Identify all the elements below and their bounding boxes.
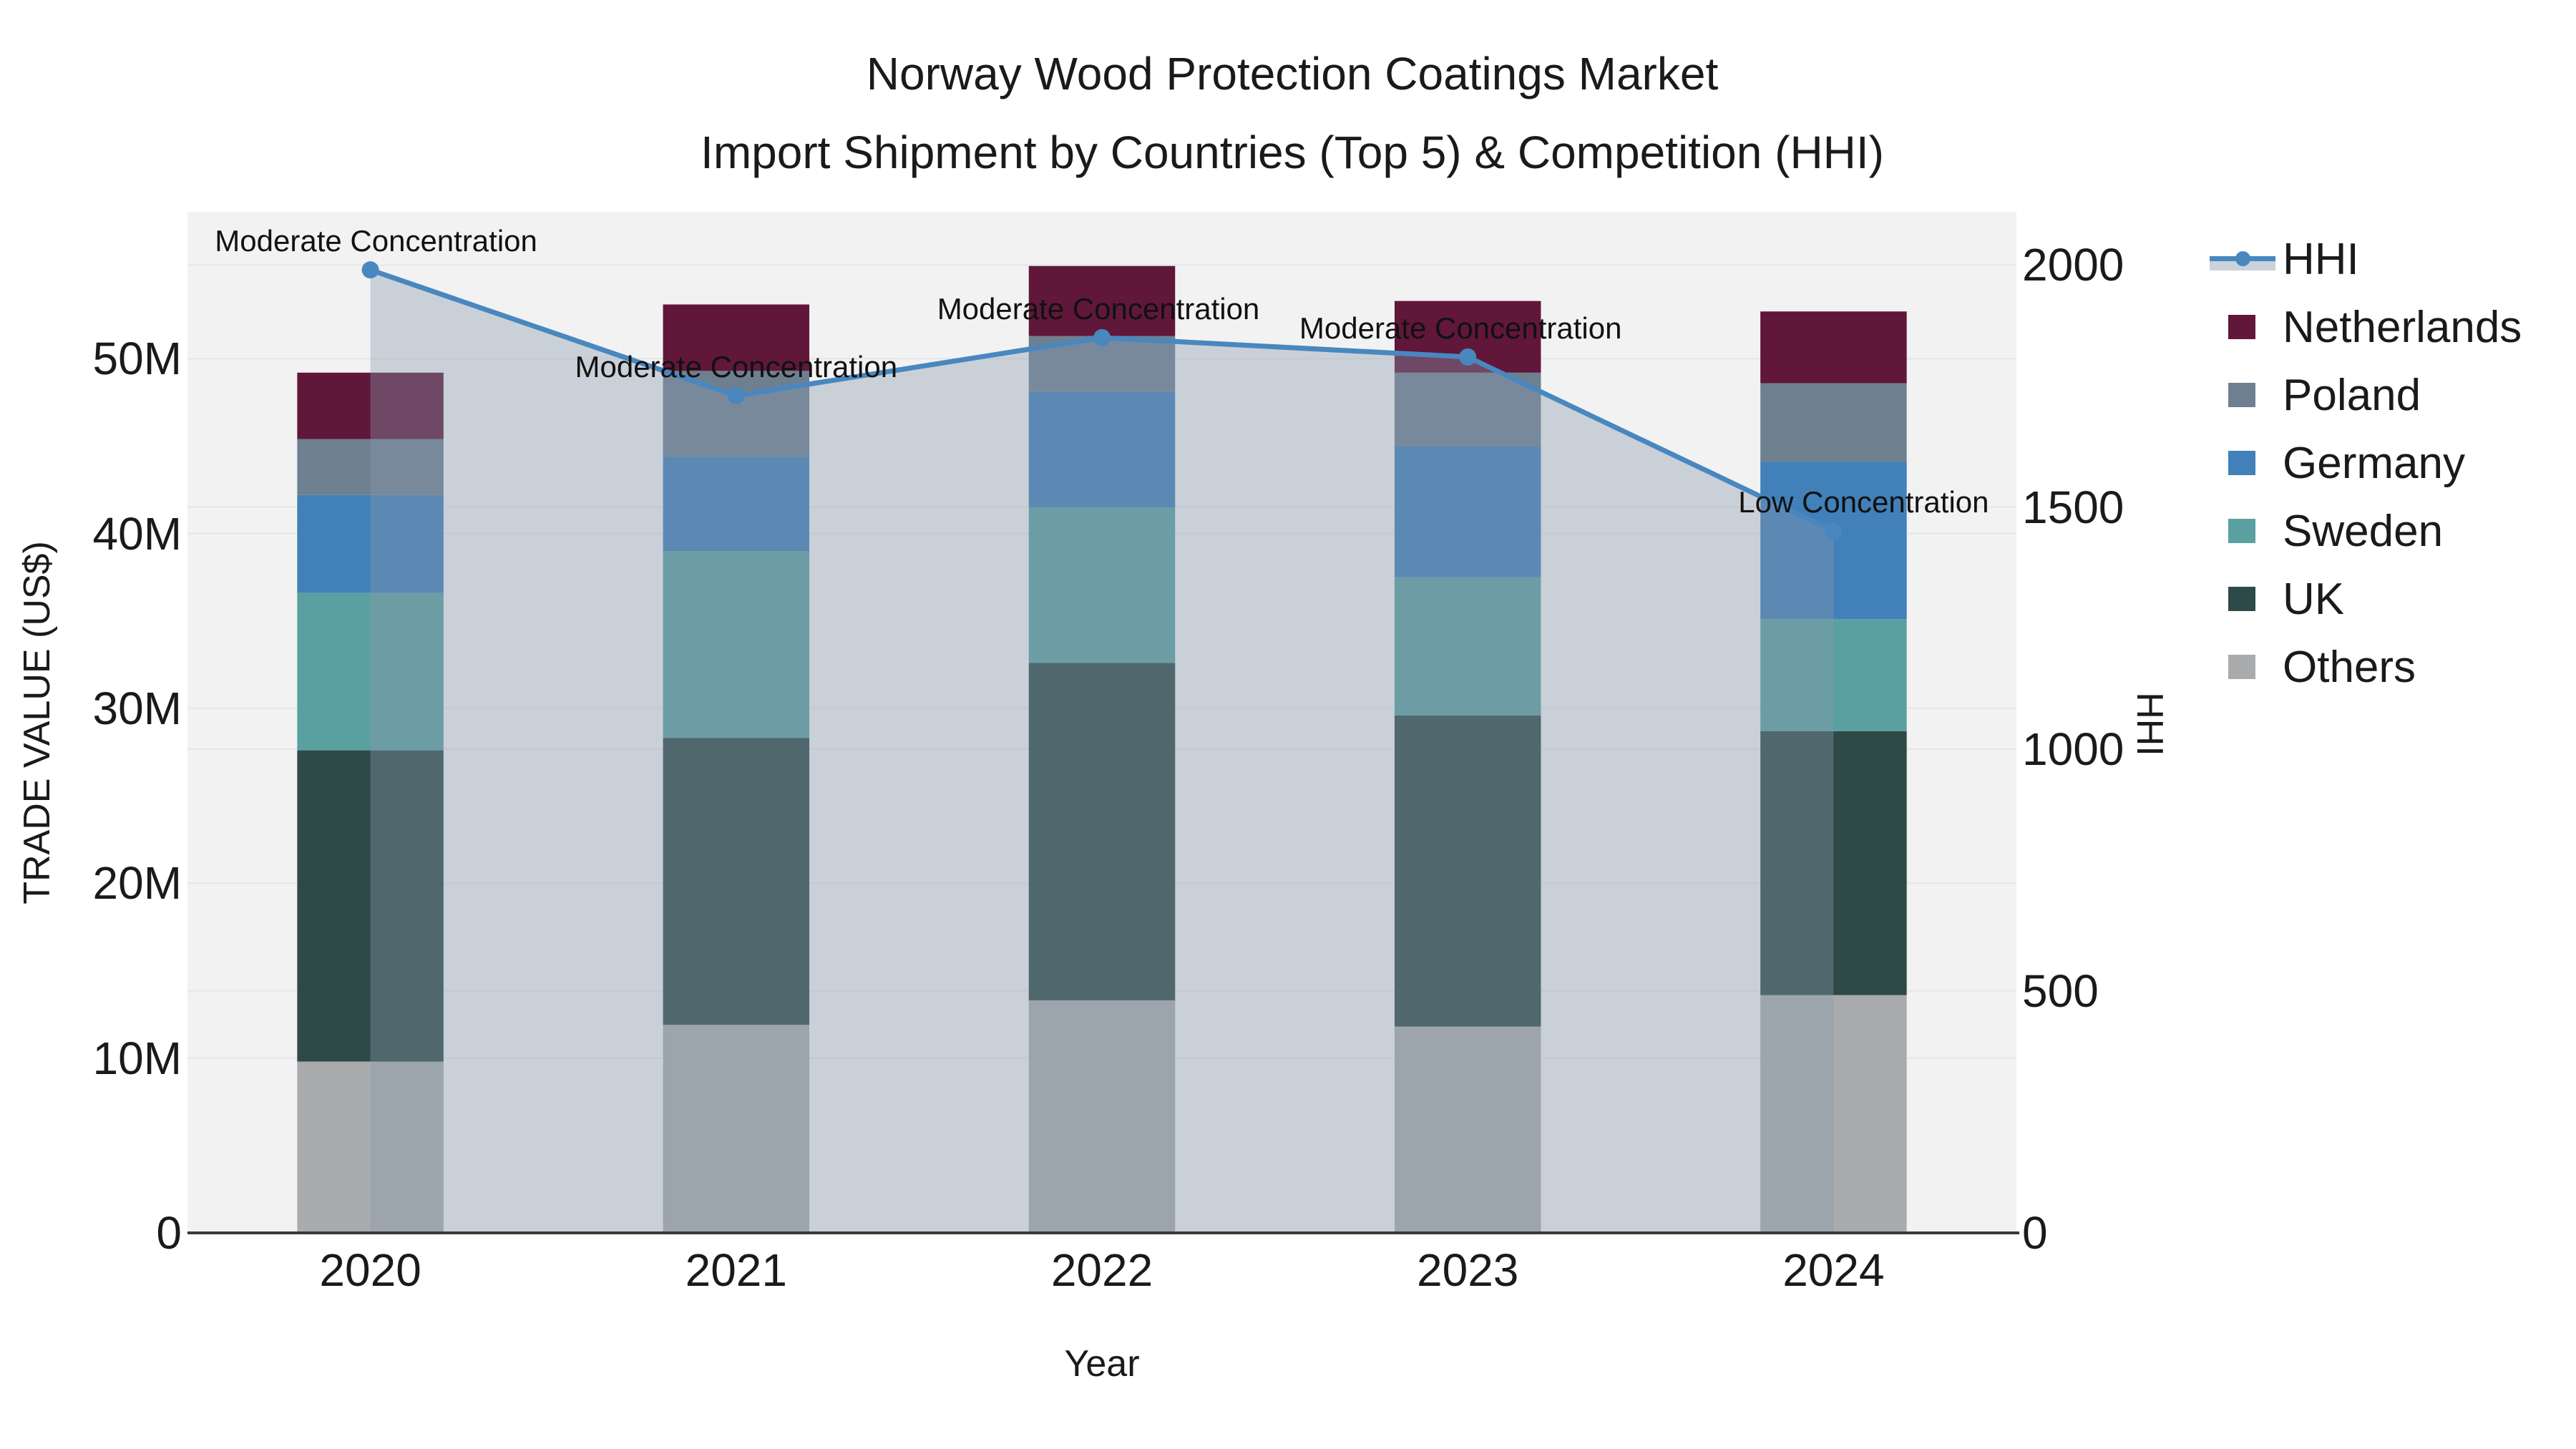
legend-label-netherlands: Netherlands [2283, 302, 2522, 352]
legend-patch-others [2228, 655, 2255, 679]
y-left-tick-30M: 30M [92, 682, 182, 734]
x-axis-title: Year [1064, 1343, 1140, 1385]
bar-segment-sweden-2022 [1028, 507, 1176, 663]
legend-color-swatch [2210, 509, 2275, 552]
bar-segment-germany-2021 [663, 457, 810, 552]
legend-item-netherlands: Netherlands [2210, 293, 2522, 361]
bar-segment-germany-2022 [1028, 391, 1176, 507]
bar-segment-others-2023 [1394, 1026, 1541, 1233]
hhi-marker-2021 [727, 386, 745, 404]
annotation-2023: Moderate Concentration [1299, 311, 1622, 345]
y-right-tick-2000: 2000 [2022, 239, 2124, 291]
bar-segment-uk-2023 [1394, 715, 1541, 1027]
x-tick-2023: 2023 [1417, 1244, 1519, 1296]
bar-segment-uk-2022 [1028, 663, 1176, 1001]
legend-label-poland: Poland [2283, 370, 2421, 420]
x-tick-2024: 2024 [1782, 1244, 1885, 1296]
hhi-marker-2024 [1825, 522, 1843, 540]
legend-item-hhi: HHI [2210, 225, 2359, 293]
legend-patch-netherlands [2228, 315, 2255, 339]
legend-color-swatch [2210, 441, 2275, 484]
legend-item-germany: Germany [2210, 429, 2465, 497]
bar-segment-poland-2021 [663, 371, 810, 457]
y-left-tick-10M: 10M [92, 1032, 182, 1084]
bar-segment-sweden-2020 [297, 592, 444, 751]
y-left-tick-0: 0 [156, 1207, 182, 1259]
annotation-2022: Moderate Concentration [937, 291, 1260, 326]
legend-patch-germany [2228, 451, 2255, 475]
hhi-marker-2020 [361, 261, 379, 279]
y-left-tick-40M: 40M [92, 507, 182, 560]
bar-segment-others-2020 [297, 1061, 444, 1233]
bar-segment-others-2022 [1028, 1000, 1176, 1233]
bar-segment-netherlands-2021 [663, 304, 810, 371]
hhi-marker-swatch [2235, 251, 2250, 266]
bar-segment-uk-2024 [1760, 731, 1907, 995]
y-right-tick-0: 0 [2022, 1207, 2048, 1259]
legend-label-uk: UK [2283, 574, 2345, 624]
x-tick-2020: 2020 [319, 1244, 421, 1296]
y-left-tick-20M: 20M [92, 857, 182, 909]
annotation-2024: Low Concentration [1738, 485, 1989, 519]
bar-segment-poland-2023 [1394, 372, 1541, 447]
bar-segment-germany-2024 [1760, 462, 1907, 620]
annotation-2021: Moderate Concentration [575, 349, 898, 384]
legend-line-swatch [2210, 238, 2275, 280]
legend-item-others: Others [2210, 633, 2416, 701]
bar-segment-sweden-2021 [663, 551, 810, 738]
hhi-marker-2023 [1459, 348, 1477, 366]
legend-label-sweden: Sweden [2283, 506, 2444, 556]
bar-segment-uk-2020 [297, 750, 444, 1062]
legend-label-hhi: HHI [2283, 234, 2359, 284]
bar-segment-sweden-2023 [1394, 577, 1541, 716]
legend-patch-sweden [2228, 519, 2255, 543]
legend-color-swatch [2210, 577, 2275, 620]
bar-segment-netherlands-2020 [297, 372, 444, 439]
bar-segment-netherlands-2022 [1028, 265, 1176, 336]
bar-segment-germany-2023 [1394, 446, 1541, 577]
y-right-axis-title: HHI [2129, 692, 2170, 756]
legend-color-swatch [2210, 645, 2275, 688]
x-tick-2021: 2021 [685, 1244, 787, 1296]
legend-item-uk: UK [2210, 565, 2344, 633]
hhi-marker-2022 [1093, 328, 1111, 346]
legend-patch-poland [2228, 383, 2255, 407]
legend-color-swatch [2210, 306, 2275, 348]
legend-item-poland: Poland [2210, 361, 2421, 429]
legend-color-swatch [2210, 374, 2275, 416]
bar-segment-poland-2024 [1760, 383, 1907, 462]
y-left-tick-50M: 50M [92, 333, 182, 385]
bar-segment-germany-2020 [297, 494, 444, 593]
bar-segment-others-2024 [1760, 995, 1907, 1233]
x-tick-2022: 2022 [1050, 1244, 1153, 1296]
y-right-tick-1000: 1000 [2022, 723, 2124, 775]
legend-label-others: Others [2283, 642, 2416, 692]
hhi-area-fill [370, 270, 1834, 1234]
bar-segment-sweden-2024 [1760, 619, 1907, 731]
y-right-tick-500: 500 [2022, 965, 2099, 1017]
bar-segment-others-2021 [663, 1025, 810, 1233]
legend-item-sweden: Sweden [2210, 497, 2443, 565]
chart-title-line2: Import Shipment by Countries (Top 5) & C… [701, 127, 1884, 178]
legend-patch-uk [2228, 587, 2255, 611]
annotation-2020: Moderate Concentration [215, 224, 537, 258]
y-right-tick-1500: 1500 [2022, 481, 2124, 533]
bar-segment-poland-2020 [297, 439, 444, 495]
chart-title-line1: Norway Wood Protection Coatings Market [866, 48, 1719, 99]
bar-segment-uk-2021 [663, 738, 810, 1025]
bar-segment-netherlands-2024 [1760, 311, 1907, 384]
legend-label-germany: Germany [2283, 438, 2465, 488]
